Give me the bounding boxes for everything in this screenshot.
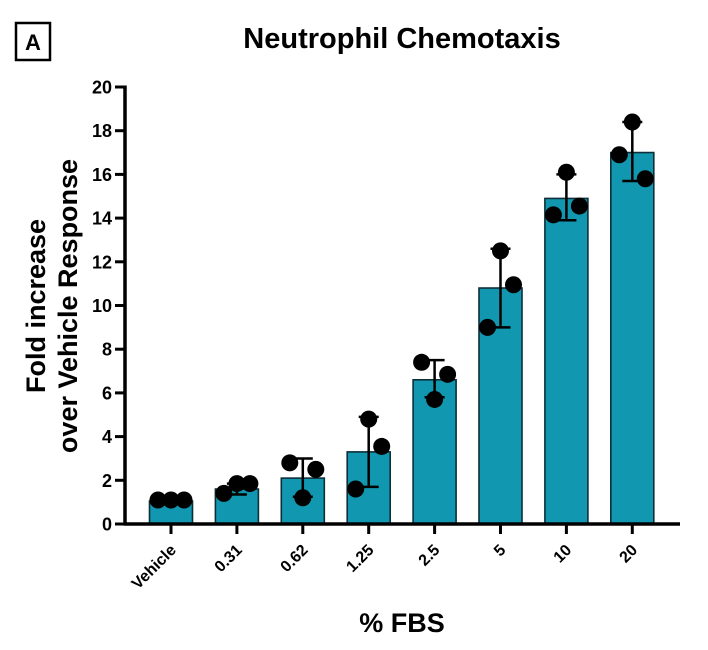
- x-tick-label: 20: [617, 542, 642, 567]
- y-tick-label: 12: [92, 252, 112, 272]
- data-point: [294, 489, 312, 507]
- data-point: [636, 170, 654, 188]
- y-tick-label: 18: [92, 121, 112, 141]
- bar-20: [609, 151, 655, 525]
- x-axis: Vehicle 0.31 0.62 1.25 2.5 5 10 20: [123, 522, 680, 593]
- data-point: [610, 146, 628, 164]
- y-tick-label: 0: [102, 515, 112, 535]
- data-point: [439, 365, 457, 383]
- data-points: [149, 113, 654, 509]
- chart-title: Neutrophil Chemotaxis: [243, 23, 560, 55]
- x-axis-label: % FBS: [359, 608, 445, 638]
- data-point: [360, 410, 378, 428]
- panel-label: A: [14, 21, 52, 62]
- data-point: [347, 480, 365, 498]
- data-point: [373, 437, 391, 455]
- y-tick-label: 6: [102, 383, 112, 403]
- data-point: [281, 454, 299, 472]
- y-axis: 0 2 4 6 8 10 12 14 16 18 20: [92, 78, 127, 535]
- x-tick-label: Vehicle: [129, 542, 180, 593]
- data-point: [149, 491, 167, 509]
- data-point: [570, 197, 588, 215]
- data-point: [241, 475, 259, 493]
- y-tick-label: 4: [102, 427, 112, 447]
- panel-label-text: A: [25, 30, 41, 55]
- data-point: [215, 484, 233, 502]
- data-point: [228, 475, 246, 493]
- data-point: [162, 491, 180, 509]
- x-tick-label: 2.5: [416, 542, 444, 570]
- data-point: [557, 163, 575, 181]
- y-axis-label-line-1: Fold increase: [21, 219, 51, 393]
- y-tick-label: 10: [92, 296, 112, 316]
- y-tick-label: 20: [92, 78, 112, 98]
- data-point: [623, 113, 641, 131]
- y-axis-label: Fold increase over Vehicle Response: [21, 159, 83, 453]
- x-tick-label: 5: [491, 542, 509, 560]
- x-tick-label: 0.62: [278, 542, 312, 576]
- panel-label-box: [14, 21, 52, 62]
- x-tick-label: 1.25: [343, 542, 377, 576]
- x-tick-label: 0.31: [212, 542, 246, 576]
- x-tick-label: 10: [551, 542, 576, 567]
- data-point: [426, 390, 444, 408]
- data-point: [307, 460, 325, 478]
- y-tick-label: 16: [92, 165, 112, 185]
- y-tick-label: 14: [92, 209, 112, 229]
- data-point: [492, 242, 509, 260]
- data-point: [479, 318, 496, 336]
- y-axis-label-line-2: over Vehicle Response: [53, 159, 83, 453]
- bar-10: [544, 197, 589, 525]
- y-tick-label: 8: [102, 340, 112, 360]
- data-point: [413, 353, 431, 371]
- y-tick-label: 2: [102, 471, 112, 491]
- data-point: [175, 491, 193, 509]
- data-point: [544, 206, 562, 224]
- data-point: [505, 276, 522, 294]
